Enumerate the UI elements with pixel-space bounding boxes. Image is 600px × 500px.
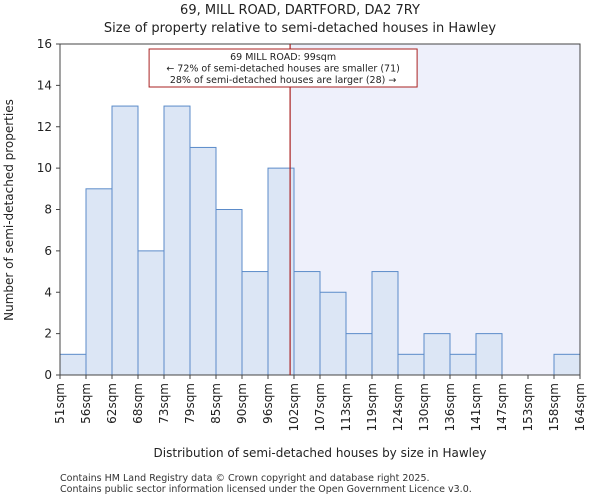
x-tick-label: 85sqm — [209, 383, 223, 424]
y-tick-label: 16 — [37, 37, 52, 51]
y-tick-label: 4 — [44, 285, 52, 299]
x-tick-label: 51sqm — [53, 383, 67, 424]
histogram-bar — [449, 353, 477, 376]
footer-line-2: Contains public sector information licen… — [60, 484, 472, 495]
x-tick-label: 124sqm — [391, 383, 405, 431]
histogram-bar — [189, 146, 217, 376]
histogram-bar — [85, 188, 113, 376]
x-tick-label: 147sqm — [495, 383, 509, 431]
histogram-bar — [163, 105, 191, 376]
x-axis-label: Distribution of semi-detached houses by … — [154, 446, 487, 460]
y-tick-label: 6 — [44, 244, 52, 258]
footer-line-1: Contains HM Land Registry data © Crown c… — [60, 473, 430, 484]
x-tick-label: 107sqm — [313, 383, 327, 431]
chart-title: 69, MILL ROAD, DARTFORD, DA2 7RY — [180, 3, 420, 18]
y-tick-label: 12 — [37, 120, 52, 134]
x-tick-label: 153sqm — [521, 383, 535, 431]
x-tick-label: 56sqm — [79, 383, 93, 424]
annotation-box — [148, 48, 418, 88]
histogram-bar — [293, 271, 321, 376]
y-tick-label: 0 — [44, 368, 52, 382]
annotation-line-3: 28% of semi-detached houses are larger (… — [170, 75, 397, 86]
histogram-bar — [137, 250, 165, 376]
histogram-bar — [397, 353, 425, 376]
y-tick-label: 8 — [44, 203, 52, 217]
histogram-bar — [345, 333, 373, 376]
x-tick-label: 113sqm — [339, 383, 353, 431]
x-tick-label: 130sqm — [417, 383, 431, 431]
chart-subtitle: Size of property relative to semi-detach… — [104, 21, 497, 36]
y-axis-label: Number of semi-detached properties — [2, 99, 16, 321]
histogram-bar — [59, 353, 87, 376]
histogram-bar — [215, 209, 243, 376]
histogram-bar — [423, 333, 451, 376]
y-tick-label: 10 — [37, 161, 52, 175]
plot-area: 0 2 4 6 8 10 12 14 16 51sqm 56sqm 62sqm 68sqm 73sqm 79… — [37, 37, 587, 431]
x-tick-label: 119sqm — [365, 383, 379, 431]
y-tick-label: 2 — [44, 327, 52, 341]
annotation-line-1: 69 MILL ROAD: 99sqm — [230, 52, 336, 63]
y-tick-label: 14 — [37, 78, 52, 92]
x-tick-label: 73sqm — [157, 383, 171, 424]
x-tick-label: 68sqm — [131, 383, 145, 424]
histogram-bar — [319, 291, 347, 376]
histogram-bar — [475, 333, 503, 376]
x-tick-label: 102sqm — [287, 383, 301, 431]
histogram-bar — [371, 271, 399, 376]
histogram-bar — [111, 105, 139, 376]
x-tick-label: 141sqm — [469, 383, 483, 431]
x-tick-label: 96sqm — [261, 383, 275, 424]
x-tick-label: 136sqm — [443, 383, 457, 431]
x-tick-label: 62sqm — [105, 383, 119, 424]
histogram-bar — [553, 353, 581, 376]
x-tick-label: 158sqm — [547, 383, 561, 431]
x-tick-label: 164sqm — [573, 383, 587, 431]
histogram-bar — [241, 271, 269, 376]
x-tick-label: 90sqm — [235, 383, 249, 424]
annotation-line-2: ← 72% of semi-detached houses are smalle… — [166, 64, 400, 75]
x-tick-label: 79sqm — [183, 383, 197, 424]
